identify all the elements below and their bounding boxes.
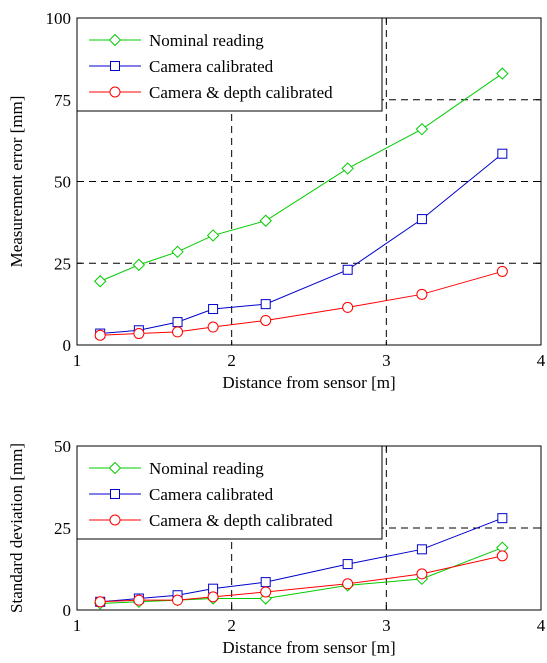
legend-label: Camera & depth calibrated (149, 83, 333, 102)
legend-label: Nominal reading (149, 459, 264, 478)
y-tick-label: 75 (54, 91, 71, 110)
series-line-2 (100, 555, 503, 603)
legend-marker (108, 461, 122, 475)
y-tick-label: 0 (63, 336, 72, 355)
legend-marker (109, 514, 121, 526)
y-tick-label: 0 (63, 601, 72, 620)
chart-measurement-error: 1 2 3 4 0 25 50 75 100 Distance from sensor [m] Me… (7, 9, 546, 392)
data-point (133, 328, 145, 340)
data-point (208, 304, 219, 315)
data-point (342, 578, 354, 590)
data-point (94, 329, 106, 341)
legend-label: Camera calibrated (149, 57, 274, 76)
data-point (206, 229, 220, 242)
data-point (93, 275, 107, 288)
data-point (416, 568, 428, 580)
data-point (260, 577, 271, 588)
x-tick-label: 3 (382, 351, 391, 370)
data-point (496, 67, 509, 80)
x-tick-label: 3 (382, 616, 391, 635)
y-tick-label: 25 (54, 254, 71, 273)
y-tick-label: 50 (54, 437, 71, 456)
data-point (342, 264, 353, 275)
x-tick-label: 1 (73, 616, 82, 635)
x-tick-label: 4 (537, 616, 546, 635)
legend-box (76, 445, 383, 540)
data-point (172, 594, 184, 606)
y-axis-label: Measurement error [mm] (7, 96, 26, 268)
series-line-0 (100, 547, 503, 604)
series-line-1 (100, 153, 503, 335)
data-point (416, 288, 428, 300)
series-line-2 (100, 270, 503, 336)
data-point (94, 596, 106, 608)
x-tick-label: 2 (227, 351, 236, 370)
data-point (497, 513, 508, 524)
data-point (172, 317, 183, 328)
y-tick-label: 25 (54, 519, 71, 538)
x-axis-label: Distance from sensor [m] (222, 638, 395, 657)
y-axis-label: Standard deviation [mm] (7, 443, 26, 613)
data-point (342, 301, 354, 313)
data-point (172, 326, 184, 338)
data-point (497, 148, 508, 159)
data-point (132, 258, 146, 272)
data-point (415, 122, 429, 136)
series-line-1 (100, 517, 503, 603)
data-point (207, 321, 219, 333)
data-point (416, 544, 427, 555)
data-point (133, 594, 145, 606)
legend-label: Camera calibrated (149, 485, 274, 504)
chart-standard-deviation: 1 2 3 4 0 25 50 Distance from sensor [m] Standar… (7, 437, 546, 657)
legend: Nominal reading Camera calibrated Camera &… (76, 17, 383, 112)
x-tick-label: 2 (227, 616, 236, 635)
series-line-0 (100, 73, 503, 282)
data-point (416, 214, 427, 225)
legend-marker (110, 61, 120, 71)
legend-marker (110, 489, 120, 499)
legend-box (76, 17, 383, 112)
data-point (496, 265, 508, 277)
y-tick-label: 50 (54, 173, 71, 192)
data-point (341, 162, 354, 175)
legend-marker (109, 86, 121, 98)
x-axis-label: Distance from sensor [m] (222, 373, 395, 392)
legend-label: Nominal reading (149, 31, 264, 50)
data-point (260, 586, 272, 598)
legend-label: Camera & depth calibrated (149, 511, 333, 530)
legend-marker (108, 33, 122, 47)
data-point (260, 314, 272, 326)
legend: Nominal reading Camera calibrated Camera &… (76, 445, 383, 540)
data-point (342, 559, 353, 570)
data-point (207, 591, 219, 603)
data-point (171, 245, 184, 259)
y-tick-label: 100 (46, 9, 72, 28)
data-point (496, 550, 508, 562)
x-tick-label: 4 (537, 351, 546, 370)
data-point (259, 214, 272, 227)
data-point (260, 299, 271, 310)
x-tick-label: 1 (73, 351, 82, 370)
